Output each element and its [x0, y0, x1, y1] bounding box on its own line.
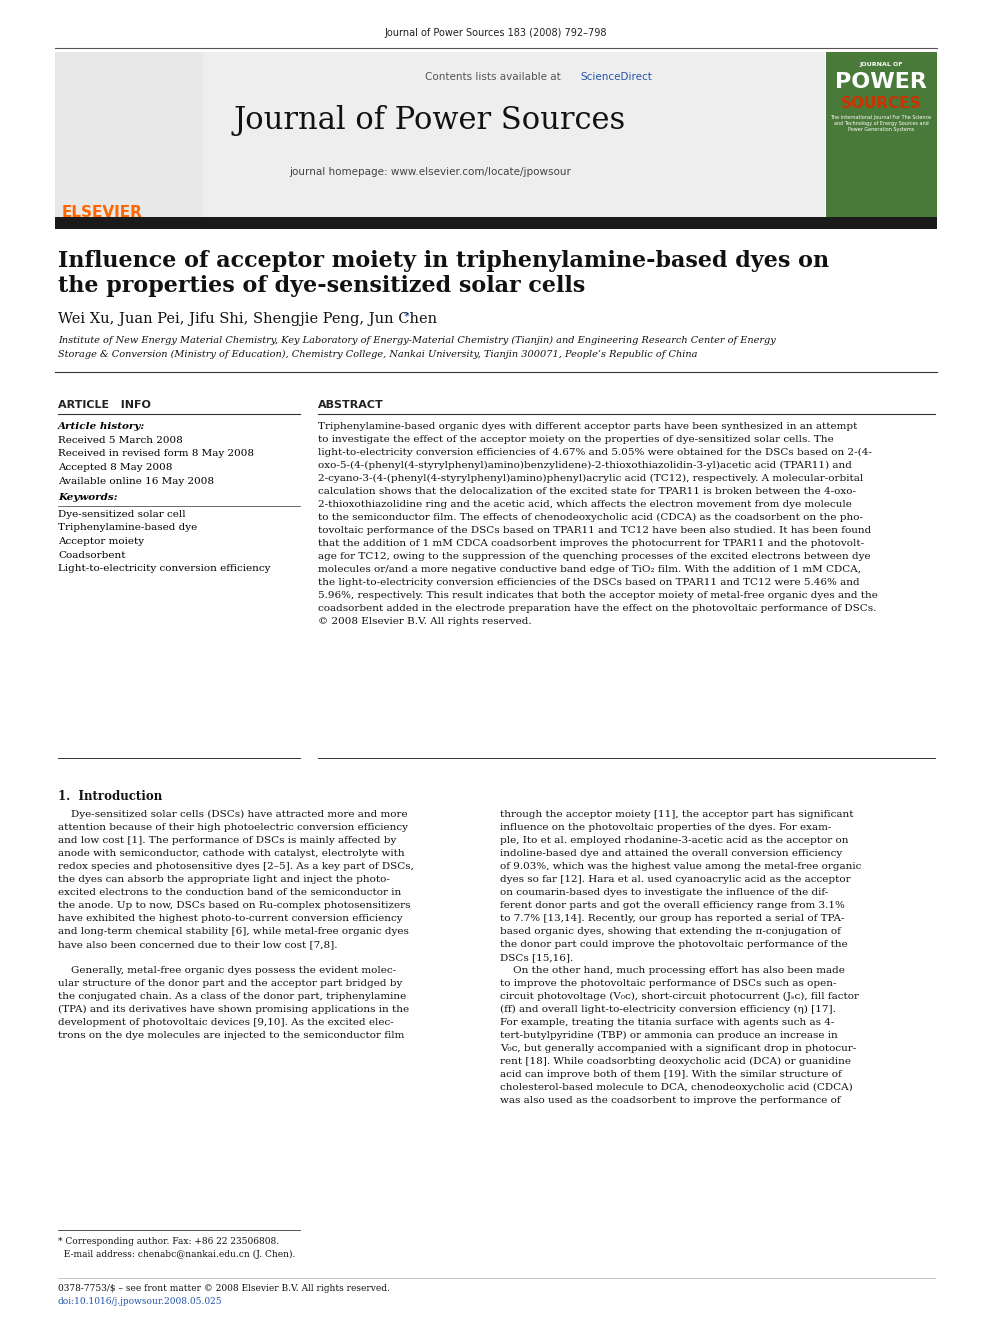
Text: Received in revised form 8 May 2008: Received in revised form 8 May 2008	[58, 450, 254, 459]
Text: SOURCES: SOURCES	[840, 97, 922, 111]
Text: Dye-sensitized solar cell: Dye-sensitized solar cell	[58, 509, 186, 519]
Text: E-mail address: chenabc@nankai.edu.cn (J. Chen).: E-mail address: chenabc@nankai.edu.cn (J…	[58, 1250, 296, 1259]
Text: oxo-5-(4-(phenyl(4-styrylphenyl)amino)benzylidene)-2-thioxothiazolidin-3-yl)acet: oxo-5-(4-(phenyl(4-styrylphenyl)amino)be…	[318, 460, 852, 470]
Text: to investigate the effect of the acceptor moiety on the properties of dye-sensit: to investigate the effect of the accepto…	[318, 435, 833, 445]
Text: to 7.7% [13,14]. Recently, our group has reported a serial of TPA-: to 7.7% [13,14]. Recently, our group has…	[500, 914, 844, 923]
Text: redox species and photosensitive dyes [2–5]. As a key part of DSCs,: redox species and photosensitive dyes [2…	[58, 863, 414, 871]
Text: and low cost [1]. The performance of DSCs is mainly affected by: and low cost [1]. The performance of DSC…	[58, 836, 397, 845]
Text: Article history:: Article history:	[58, 422, 145, 431]
Text: The International Journal For The Science
and Technology of Energy Sources and
P: The International Journal For The Scienc…	[830, 115, 931, 132]
Text: development of photovoltaic devices [9,10]. As the excited elec-: development of photovoltaic devices [9,1…	[58, 1017, 394, 1027]
Text: attention because of their high photoelectric conversion efficiency: attention because of their high photoele…	[58, 823, 408, 832]
Text: * Corresponding author. Fax: +86 22 23506808.: * Corresponding author. Fax: +86 22 2350…	[58, 1237, 279, 1246]
Text: 5.96%, respectively. This result indicates that both the acceptor moiety of meta: 5.96%, respectively. This result indicat…	[318, 591, 878, 601]
Text: rent [18]. While coadsorbting deoxycholic acid (DCA) or guanidine: rent [18]. While coadsorbting deoxycholi…	[500, 1057, 851, 1066]
Text: the light-to-electricity conversion efficiencies of the DSCs based on TPAR11 and: the light-to-electricity conversion effi…	[318, 578, 860, 587]
Text: to the semiconductor film. The effects of chenodeoxycholic acid (CDCA) as the co: to the semiconductor film. The effects o…	[318, 513, 863, 523]
Text: V₀ᴄ, but generally accompanied with a significant drop in photocur-: V₀ᴄ, but generally accompanied with a si…	[500, 1044, 856, 1053]
Text: For example, treating the titania surface with agents such as 4-: For example, treating the titania surfac…	[500, 1017, 834, 1027]
Text: ular structure of the donor part and the acceptor part bridged by: ular structure of the donor part and the…	[58, 979, 403, 988]
Text: calculation shows that the delocalization of the excited state for TPAR11 is bro: calculation shows that the delocalizatio…	[318, 487, 856, 496]
Text: was also used as the coadsorbent to improve the performance of: was also used as the coadsorbent to impr…	[500, 1095, 840, 1105]
Text: journal homepage: www.elsevier.com/locate/jpowsour: journal homepage: www.elsevier.com/locat…	[289, 167, 571, 177]
Text: dyes so far [12]. Hara et al. used cyanoacrylic acid as the acceptor: dyes so far [12]. Hara et al. used cyano…	[500, 875, 850, 884]
Text: Contents lists available at: Contents lists available at	[425, 71, 564, 82]
Text: 2-thioxothiazolidine ring and the acetic acid, which affects the electron moveme: 2-thioxothiazolidine ring and the acetic…	[318, 500, 852, 509]
Text: influence on the photovoltaic properties of the dyes. For exam-: influence on the photovoltaic properties…	[500, 823, 831, 832]
Text: Received 5 March 2008: Received 5 March 2008	[58, 437, 183, 445]
Text: based organic dyes, showing that extending the π-conjugation of: based organic dyes, showing that extendi…	[500, 927, 841, 935]
Text: the properties of dye-sensitized solar cells: the properties of dye-sensitized solar c…	[58, 275, 585, 296]
Text: 1.  Introduction: 1. Introduction	[58, 790, 163, 803]
Text: tovoltaic performance of the DSCs based on TPAR11 and TC12 have been also studie: tovoltaic performance of the DSCs based …	[318, 527, 871, 534]
Text: Institute of New Energy Material Chemistry, Key Laboratory of Energy-Material Ch: Institute of New Energy Material Chemist…	[58, 336, 776, 345]
Text: coadsorbent added in the electrode preparation have the effect on the photovolta: coadsorbent added in the electrode prepa…	[318, 605, 876, 613]
Text: tert-butylpyridine (TBP) or ammonia can produce an increase in: tert-butylpyridine (TBP) or ammonia can …	[500, 1031, 838, 1040]
Text: have exhibited the highest photo-to-current conversion efficiency: have exhibited the highest photo-to-curr…	[58, 914, 403, 923]
Bar	[55, 52, 203, 217]
Text: age for TC12, owing to the suppression of the quenching processes of the excited: age for TC12, owing to the suppression o…	[318, 552, 871, 561]
Text: Influence of acceptor moiety in triphenylamine-based dyes on: Influence of acceptor moiety in tripheny…	[58, 250, 829, 273]
Text: the conjugated chain. As a class of the donor part, triphenylamine: the conjugated chain. As a class of the …	[58, 992, 407, 1002]
Text: POWER: POWER	[835, 71, 927, 93]
Text: (ff) and overall light-to-electricity conversion efficiency (η) [17].: (ff) and overall light-to-electricity co…	[500, 1005, 836, 1015]
Text: of 9.03%, which was the highest value among the metal-free organic: of 9.03%, which was the highest value am…	[500, 863, 861, 871]
Text: the anode. Up to now, DSCs based on Ru-complex photosensitizers: the anode. Up to now, DSCs based on Ru-c…	[58, 901, 411, 910]
Text: molecules or/and a more negative conductive band edge of TiO₂ film. With the add: molecules or/and a more negative conduct…	[318, 565, 861, 574]
Text: Generally, metal-free organic dyes possess the evident molec-: Generally, metal-free organic dyes posse…	[58, 966, 396, 975]
Text: Light-to-electricity conversion efficiency: Light-to-electricity conversion efficien…	[58, 564, 271, 573]
Text: excited electrons to the conduction band of the semiconductor in: excited electrons to the conduction band…	[58, 888, 401, 897]
Text: Accepted 8 May 2008: Accepted 8 May 2008	[58, 463, 173, 472]
Text: Acceptor moiety: Acceptor moiety	[58, 537, 144, 546]
Text: anode with semiconductor, cathode with catalyst, electrolyte with: anode with semiconductor, cathode with c…	[58, 849, 405, 859]
Text: the donor part could improve the photovoltaic performance of the: the donor part could improve the photovo…	[500, 941, 848, 949]
Text: the dyes can absorb the appropriate light and inject the photo-: the dyes can absorb the appropriate ligh…	[58, 875, 390, 884]
Text: trons on the dye molecules are injected to the semiconductor film: trons on the dye molecules are injected …	[58, 1031, 405, 1040]
Text: (TPA) and its derivatives have shown promising applications in the: (TPA) and its derivatives have shown pro…	[58, 1005, 409, 1015]
Text: to improve the photovoltaic performance of DSCs such as open-: to improve the photovoltaic performance …	[500, 979, 836, 988]
Text: ScienceDirect: ScienceDirect	[580, 71, 652, 82]
Text: ple, Ito et al. employed rhodanine-3-acetic acid as the acceptor on: ple, Ito et al. employed rhodanine-3-ace…	[500, 836, 848, 845]
Bar	[55, 52, 825, 217]
Text: Keywords:: Keywords:	[58, 493, 118, 501]
Text: Storage & Conversion (Ministry of Education), Chemistry College, Nankai Universi: Storage & Conversion (Ministry of Educat…	[58, 351, 697, 359]
Text: through the acceptor moiety [11], the acceptor part has significant: through the acceptor moiety [11], the ac…	[500, 810, 853, 819]
Text: Available online 16 May 2008: Available online 16 May 2008	[58, 476, 214, 486]
Text: Triphenylamine-based organic dyes with different acceptor parts have been synthe: Triphenylamine-based organic dyes with d…	[318, 422, 857, 431]
Bar	[55, 217, 937, 229]
Text: © 2008 Elsevier B.V. All rights reserved.: © 2008 Elsevier B.V. All rights reserved…	[318, 617, 532, 626]
Text: ferent donor parts and got the overall efficiency range from 3.1%: ferent donor parts and got the overall e…	[500, 901, 845, 910]
Bar	[826, 52, 937, 217]
Text: have also been concerned due to their low cost [7,8].: have also been concerned due to their lo…	[58, 941, 337, 949]
Text: that the addition of 1 mM CDCA coadsorbent improves the photocurrent for TPAR11 : that the addition of 1 mM CDCA coadsorbe…	[318, 538, 864, 548]
Text: acid can improve both of them [19]. With the similar structure of: acid can improve both of them [19]. With…	[500, 1070, 842, 1080]
Text: DSCs [15,16].: DSCs [15,16].	[500, 953, 573, 962]
Text: doi:10.1016/j.jpowsour.2008.05.025: doi:10.1016/j.jpowsour.2008.05.025	[58, 1297, 222, 1306]
Text: Coadsorbent: Coadsorbent	[58, 550, 126, 560]
Text: Wei Xu, Juan Pei, Jifu Shi, Shengjie Peng, Jun Chen: Wei Xu, Juan Pei, Jifu Shi, Shengjie Pen…	[58, 312, 437, 325]
Text: ABSTRACT: ABSTRACT	[318, 400, 384, 410]
Text: Dye-sensitized solar cells (DSCs) have attracted more and more: Dye-sensitized solar cells (DSCs) have a…	[58, 810, 408, 819]
Text: light-to-electricity conversion efficiencies of 4.67% and 5.05% were obtained fo: light-to-electricity conversion efficien…	[318, 448, 872, 458]
Text: ELSEVIER: ELSEVIER	[62, 205, 143, 220]
Text: *: *	[404, 312, 410, 321]
Text: and long-term chemical stability [6], while metal-free organic dyes: and long-term chemical stability [6], wh…	[58, 927, 409, 935]
Text: Journal of Power Sources: Journal of Power Sources	[234, 105, 626, 136]
Text: 2-cyano-3-(4-(phenyl(4-styrylphenyl)amino)phenyl)acrylic acid (TC12), respective: 2-cyano-3-(4-(phenyl(4-styrylphenyl)amin…	[318, 474, 863, 483]
Text: cholesterol-based molecule to DCA, chenodeoxycholic acid (CDCA): cholesterol-based molecule to DCA, cheno…	[500, 1084, 853, 1091]
Text: On the other hand, much processing effort has also been made: On the other hand, much processing effor…	[500, 966, 845, 975]
Text: indoline-based dye and attained the overall conversion efficiency: indoline-based dye and attained the over…	[500, 849, 842, 859]
Text: 0378-7753/$ – see front matter © 2008 Elsevier B.V. All rights reserved.: 0378-7753/$ – see front matter © 2008 El…	[58, 1285, 390, 1293]
Text: Journal of Power Sources 183 (2008) 792–798: Journal of Power Sources 183 (2008) 792–…	[385, 28, 607, 38]
Text: JOURNAL OF: JOURNAL OF	[859, 62, 903, 67]
Text: circuit photovoltage (V₀ᴄ), short-circuit photocurrent (Jₛᴄ), fill factor: circuit photovoltage (V₀ᴄ), short-circui…	[500, 992, 859, 1002]
Text: Triphenylamine-based dye: Triphenylamine-based dye	[58, 524, 197, 532]
Text: on coumarin-based dyes to investigate the influence of the dif-: on coumarin-based dyes to investigate th…	[500, 888, 828, 897]
Text: ARTICLE   INFO: ARTICLE INFO	[58, 400, 151, 410]
